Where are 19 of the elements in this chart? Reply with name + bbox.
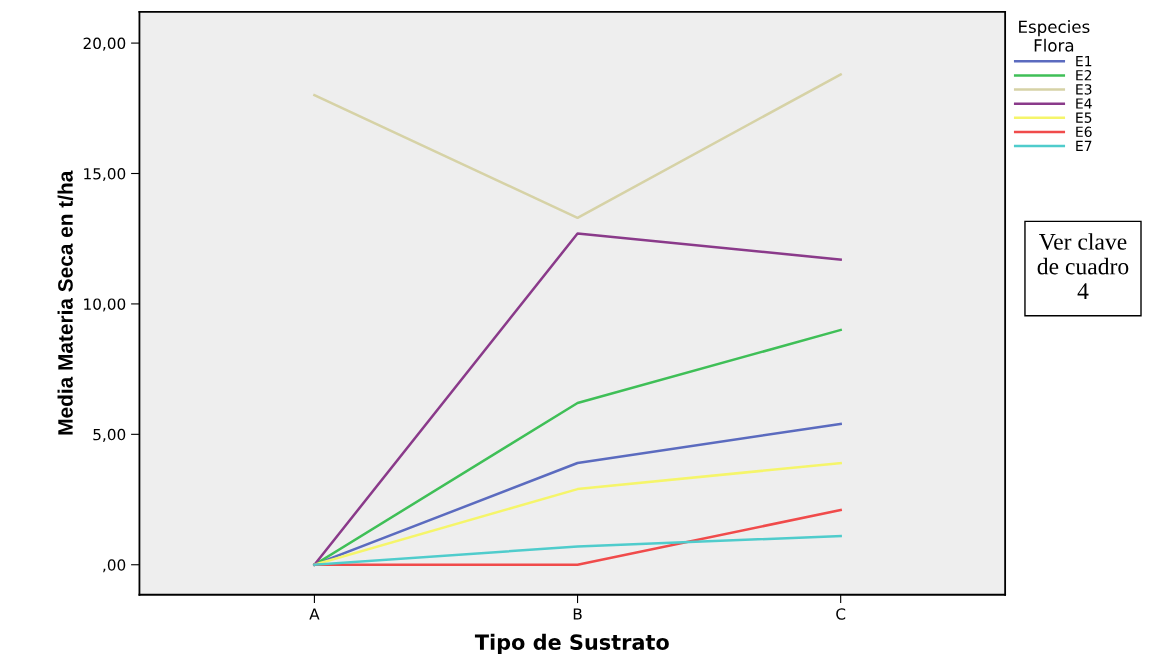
legend-title: Especies Flora: [1019, 20, 1090, 52]
x-tick-label: B: [573, 608, 582, 620]
legend-label: E3: [1076, 84, 1092, 95]
text: Ver clave de cuadro 4: [1037, 233, 1129, 299]
y-axis-title: Media Materia Seca en t/ha: [57, 170, 74, 435]
legend-label: E5: [1076, 112, 1092, 123]
y-tick-label: ,00: [103, 559, 126, 573]
y-tick-label: 10,00: [84, 298, 126, 312]
x-tick-label: A: [309, 608, 320, 620]
x-axis-title: Tipo de Sustrato: [474, 633, 669, 654]
y-tick-label: 15,00: [84, 167, 126, 182]
legend-label: E7: [1076, 140, 1092, 151]
legend-label: E6: [1076, 126, 1092, 138]
legend-label: E1: [1076, 56, 1092, 67]
legend-label: E2: [1076, 69, 1092, 81]
x-tick-label: C: [836, 608, 846, 620]
legend-label: E4: [1076, 98, 1092, 109]
y-tick-label: 5,00: [93, 428, 126, 442]
y-tick-label: 20,00: [83, 37, 126, 51]
